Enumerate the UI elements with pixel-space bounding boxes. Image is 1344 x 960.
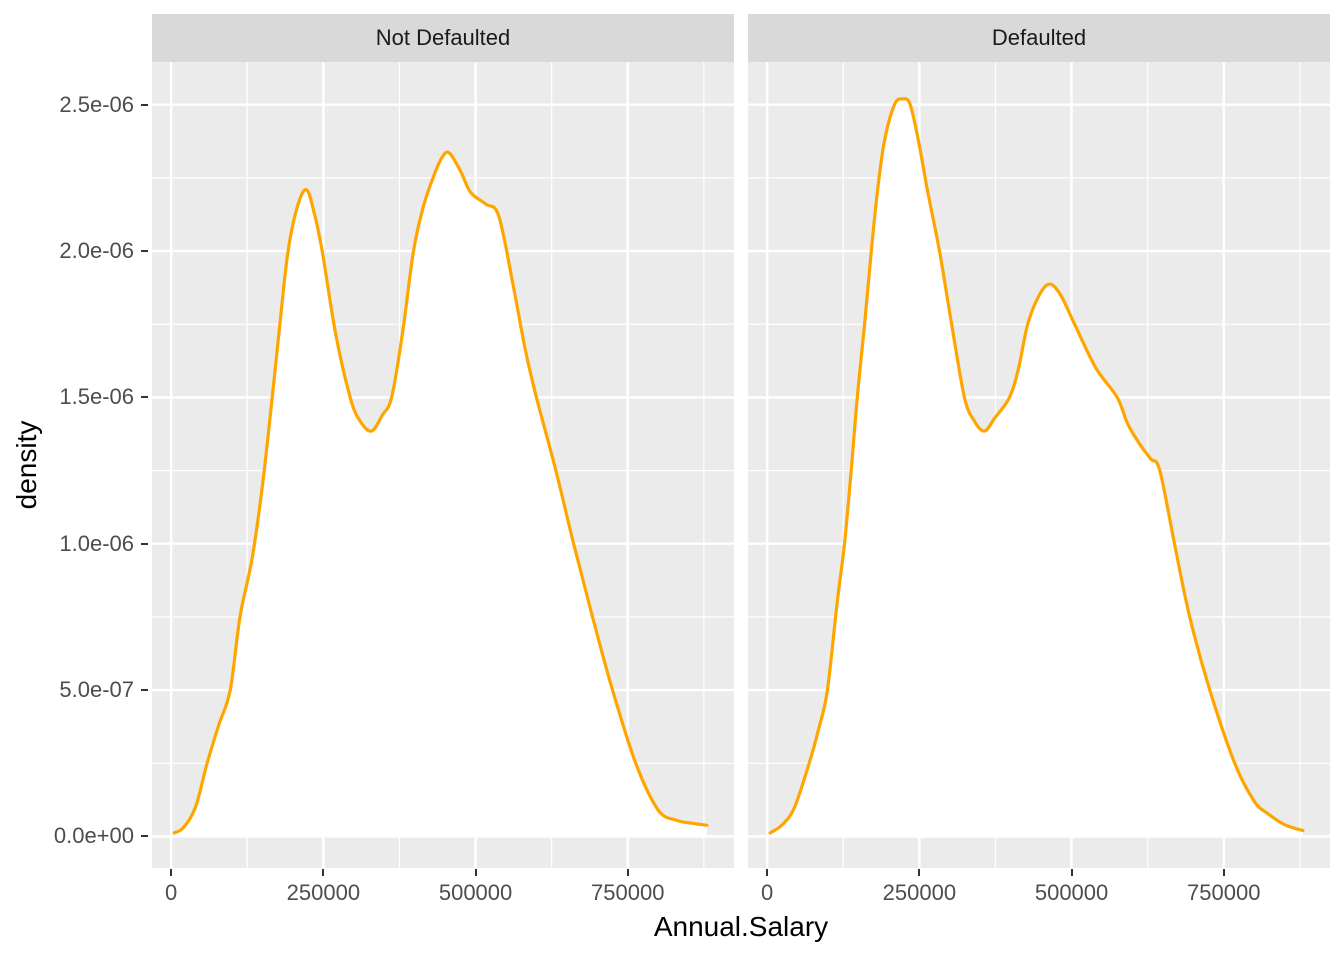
facet-strip-label: Not Defaulted <box>375 25 511 50</box>
x-axis-tick-mark <box>170 869 173 876</box>
x-axis-tick-mark <box>1222 869 1225 876</box>
panel-not-defaulted <box>152 62 734 868</box>
density-chart-svg-defaulted <box>748 62 1330 868</box>
density-chart-svg-not-defaulted <box>152 62 734 868</box>
y-axis-tick-label: 0.0e+00 <box>53 823 134 849</box>
y-axis-tick-label: 2.0e-06 <box>59 238 134 264</box>
x-axis-title: Annual.Salary <box>653 911 829 942</box>
density-curve <box>768 97 1305 835</box>
y-axis-tick-mark <box>141 689 148 692</box>
y-axis-tick-mark <box>141 396 148 399</box>
x-axis-tick-mark <box>766 869 769 876</box>
x-axis-tick-label: 250000 <box>882 880 957 905</box>
y-axis-tick-mark <box>141 103 148 106</box>
x-axis-tick-label: 0 <box>761 880 774 905</box>
y-axis-tick-mark <box>141 250 148 253</box>
y-axis-tick-label: 2.5e-06 <box>59 91 134 117</box>
x-axis-tick-mark <box>474 869 477 876</box>
y-axis-title: density <box>11 420 42 510</box>
x-axis-tick-label: 0 <box>165 880 178 905</box>
x-axis-tick-mark <box>322 869 325 876</box>
facet-strip-label: Defaulted <box>991 25 1087 50</box>
x-axis-tick-label: 500000 <box>1034 880 1109 905</box>
x-axis-tick-label: 500000 <box>438 880 513 905</box>
density-curve <box>172 150 709 835</box>
y-axis-tick-mark <box>141 835 148 838</box>
density-area <box>174 152 707 837</box>
y-axis-tick-mark <box>141 542 148 545</box>
y-axis-tick-label: 1.5e-06 <box>59 384 134 410</box>
x-axis-tick-label: 750000 <box>591 880 665 905</box>
y-axis-tick-label: 1.0e-06 <box>59 530 134 556</box>
x-axis-tick-mark <box>918 869 921 876</box>
density-area <box>770 98 1303 837</box>
facet-strip-not-defaulted: Not Defaulted <box>152 14 734 62</box>
facet-strip-defaulted: Defaulted <box>748 14 1330 62</box>
y-axis-tick-label: 5.0e-07 <box>59 677 134 703</box>
x-axis-tick-mark <box>1070 869 1073 876</box>
x-axis-tick-label: 250000 <box>286 880 361 905</box>
x-axis-tick-label: 750000 <box>1187 880 1261 905</box>
panel-defaulted <box>748 62 1330 868</box>
x-axis-tick-mark <box>626 869 629 876</box>
